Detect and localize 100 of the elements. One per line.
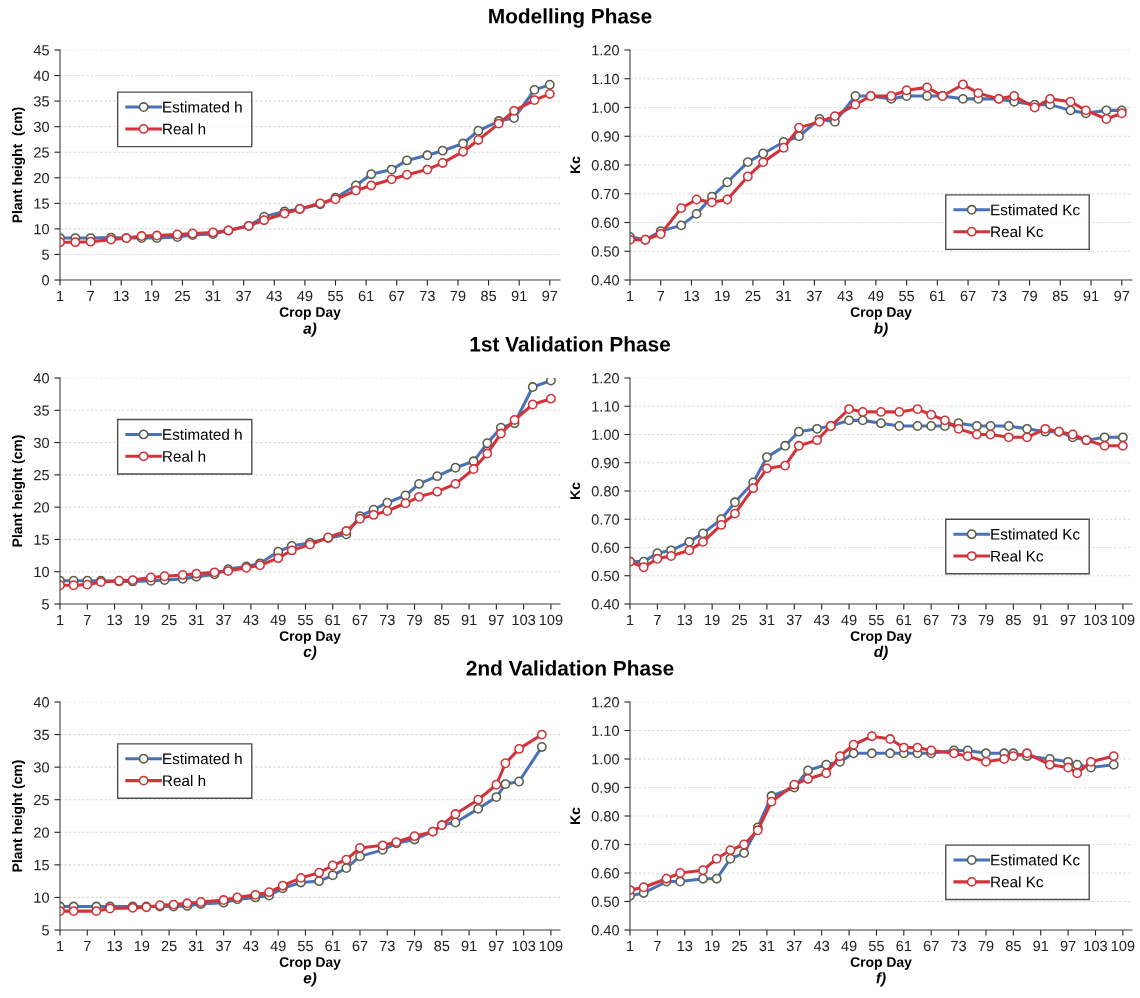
y-axis-title: Plant height (cm) [12, 435, 26, 547]
y-tick-label: 0.70 [591, 839, 620, 850]
y-tick-label: 1.00 [592, 754, 620, 765]
y-tick-label: 1.00 [592, 429, 620, 440]
x-tick-label: 31 [188, 614, 204, 626]
y-tick-label: 15 [34, 860, 49, 871]
y-tick-label: 1.10 [592, 401, 620, 412]
y-tick-label: 45 [33, 45, 49, 56]
text: e) [303, 972, 317, 987]
x-tick-label: 7 [83, 614, 91, 625]
y-tick-label: 20 [34, 502, 50, 513]
x-tick-label: 103 [1084, 940, 1108, 952]
y-tick-label: 0.70 [591, 514, 620, 525]
y-tick-label: 0.40 [591, 275, 620, 286]
legend-label: Real h [163, 450, 206, 462]
legend-label: Real h [163, 123, 206, 135]
x-tick-label: 49 [297, 290, 313, 302]
y-tick-label: 40 [33, 373, 50, 384]
x-tick-label: 49 [868, 290, 884, 302]
y-tick-label: 1.10 [592, 73, 620, 85]
x-tick-label: 109 [539, 614, 563, 626]
x-tick-label: 43 [243, 940, 259, 952]
y-tick-label: 0.80 [591, 486, 620, 497]
chart-title: 2nd Validation Phase [466, 660, 674, 676]
y-tick-label: 25 [34, 469, 49, 481]
x-tick-label: 55 [868, 614, 884, 626]
x-tick-label: 1 [57, 614, 64, 625]
x-tick-label: 49 [270, 614, 286, 626]
x-tick-label: 37 [216, 614, 232, 626]
y-axis-title: Plant height (cm) [12, 760, 26, 872]
x-tick-label: 13 [677, 614, 693, 626]
y-tick-label: 15 [34, 198, 49, 209]
x-tick-label: 103 [512, 614, 536, 626]
y-axis-title: Kc [570, 156, 581, 173]
x-tick-label: 1 [627, 940, 634, 951]
x-tick-label: 61 [325, 940, 341, 952]
x-tick-label: 25 [175, 290, 190, 302]
y-tick-label: 20 [34, 827, 50, 838]
x-tick-label: 91 [1033, 940, 1049, 952]
x-tick-label: 13 [114, 290, 129, 302]
x-tick-label: 109 [1111, 614, 1135, 626]
y-tick-label: 5 [42, 925, 49, 936]
x-tick-label: 97 [1114, 290, 1130, 302]
x-tick-label: 55 [297, 614, 313, 626]
x-tick-label: 61 [358, 290, 374, 302]
x-tick-label: 67 [352, 614, 368, 626]
y-tick-label: 25 [34, 794, 49, 806]
x-tick-label: 19 [134, 940, 150, 952]
x-tick-label: 31 [776, 290, 792, 302]
x-tick-label: 7 [654, 940, 661, 951]
x-tick-label: 73 [991, 290, 1007, 302]
x-tick-label: 55 [297, 940, 313, 952]
y-tick-label: 0.90 [591, 457, 620, 469]
legend-label: Estimated Kc [991, 854, 1080, 866]
y-axis-title: Plant height (cm) [12, 107, 26, 223]
x-tick-label: 73 [951, 940, 967, 952]
x-tick-label: 7 [657, 290, 665, 301]
y-tick-label: 1.20 [592, 697, 620, 708]
x-tick-label: 73 [379, 940, 395, 952]
x-tick-label: 97 [1060, 940, 1076, 952]
legend-label: Real h [163, 774, 206, 787]
x-tick-label: 31 [759, 940, 775, 952]
x-tick-label: 43 [266, 290, 282, 302]
x-tick-label: 25 [161, 614, 177, 626]
x-tick-label: 31 [759, 614, 775, 626]
y-tick-label: 40 [33, 70, 50, 81]
y-tick-label: 15 [34, 534, 49, 545]
text: c) [303, 645, 317, 661]
x-tick-label: 97 [488, 614, 504, 626]
x-tick-label: 43 [813, 940, 830, 952]
x-tick-label: 7 [83, 940, 91, 951]
x-tick-label: 97 [1060, 614, 1076, 626]
x-tick-label: 73 [379, 614, 395, 626]
x-tick-label: 19 [715, 290, 730, 302]
legend-label: Estimated h [163, 428, 242, 440]
legend-label: Real Kc [991, 225, 1044, 238]
x-tick-label: 25 [161, 940, 177, 952]
x-tick-label: 91 [461, 614, 477, 626]
x-tick-label: 19 [134, 614, 150, 626]
x-tick-label: 43 [837, 290, 853, 302]
y-tick-label: 0.70 [591, 188, 620, 200]
y-tick-label: 35 [33, 96, 49, 107]
x-tick-label: 13 [107, 614, 123, 626]
x-tick-label: 79 [978, 614, 994, 626]
x-tick-label: 13 [684, 290, 699, 302]
x-tick-label: 109 [1111, 940, 1135, 952]
legend-label: Estimated Kc [991, 204, 1080, 216]
y-tick-label: 1.20 [592, 45, 620, 56]
y-tick-label: 0.50 [591, 570, 620, 582]
y-tick-label: 5 [42, 249, 49, 260]
y-tick-label: 0.80 [591, 811, 620, 822]
x-tick-label: 79 [978, 940, 994, 952]
y-tick-label: 1.00 [592, 102, 620, 113]
y-tick-label: 0.50 [591, 246, 620, 257]
x-tick-label: 61 [896, 940, 912, 952]
x-axis-title: Crop Day [279, 631, 341, 644]
x-tick-label: 7 [654, 614, 661, 625]
y-axis-title: Kc [570, 807, 581, 824]
y-tick-label: 30 [33, 121, 50, 133]
x-tick-label: 37 [216, 940, 232, 952]
